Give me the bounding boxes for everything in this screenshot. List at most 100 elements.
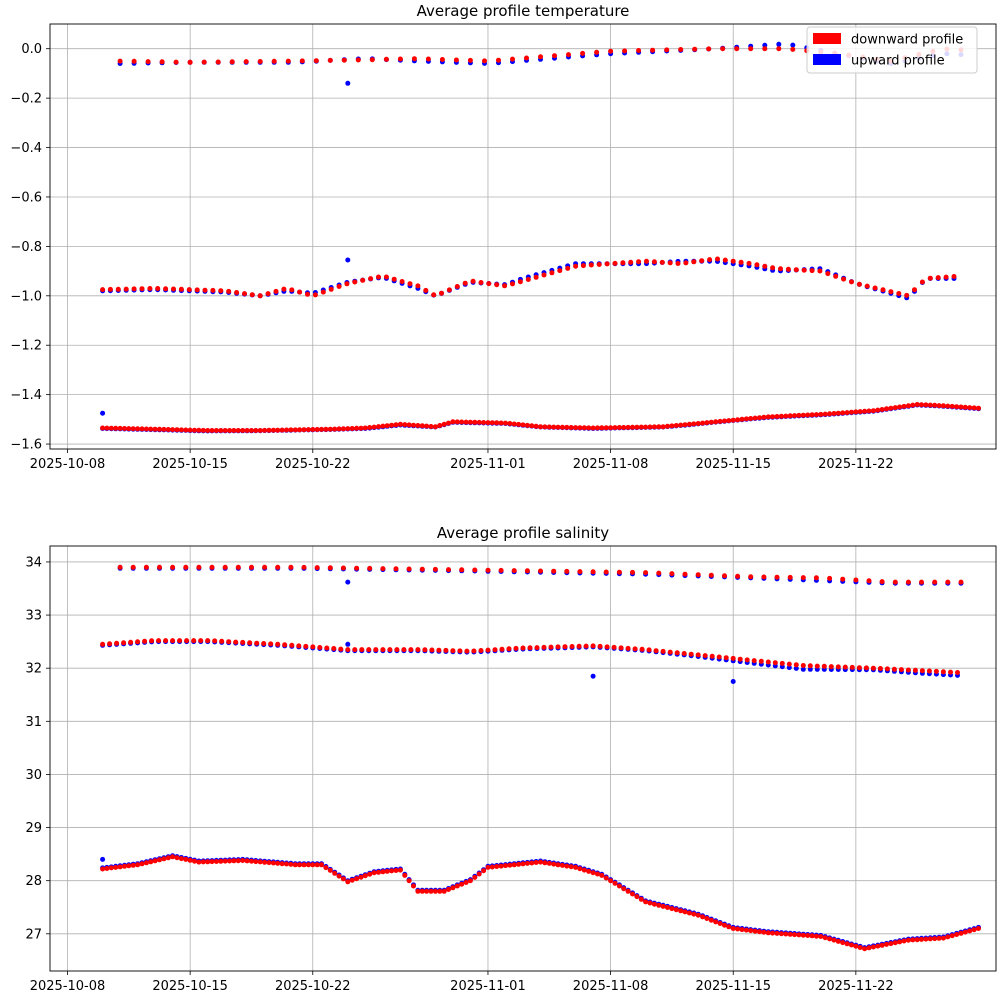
data-point	[354, 876, 360, 882]
data-point	[538, 54, 543, 60]
data-point	[349, 877, 355, 883]
x-tick-label: 2025-10-15	[152, 979, 228, 994]
data-point	[485, 567, 491, 573]
y-tick-label: −0.2	[10, 92, 42, 107]
data-point	[678, 47, 684, 52]
data-point	[499, 646, 505, 652]
y-tick-label: 28	[25, 874, 42, 889]
data-point	[726, 924, 732, 930]
data-point	[299, 58, 305, 64]
data-point	[200, 859, 206, 865]
data-point	[200, 427, 206, 433]
data-point	[752, 415, 758, 421]
data-point	[240, 639, 246, 645]
data-point	[128, 639, 134, 645]
data-point	[262, 859, 268, 865]
data-point	[856, 665, 862, 671]
data-point	[809, 933, 815, 939]
data-point	[932, 402, 938, 408]
data-point	[751, 658, 757, 664]
data-point	[115, 286, 121, 292]
legend: downward profile upward profile	[806, 26, 978, 74]
data-point	[517, 279, 523, 285]
data-point	[317, 645, 323, 650]
data-point	[542, 424, 548, 430]
data-point	[139, 286, 145, 292]
data-point	[470, 278, 476, 284]
data-point	[450, 419, 456, 425]
data-point	[143, 564, 149, 570]
data-point	[951, 274, 957, 279]
data-point	[704, 916, 710, 921]
data-point	[122, 863, 127, 869]
x-tick-label: 2025-10-22	[275, 457, 351, 472]
data-point	[478, 648, 484, 653]
data-point	[616, 883, 622, 889]
data-point	[935, 275, 941, 281]
data-point	[792, 413, 797, 419]
data-point	[231, 428, 237, 433]
data-point	[432, 424, 438, 430]
data-point	[163, 286, 169, 292]
data-point	[436, 647, 442, 653]
data-point	[305, 427, 311, 433]
data-point	[131, 58, 137, 64]
data-point	[590, 673, 596, 679]
legend-label: upward profile	[851, 54, 945, 69]
data-point	[971, 927, 977, 933]
data-point	[213, 428, 219, 433]
data-point	[709, 653, 715, 659]
data-point	[145, 59, 151, 65]
data-point	[362, 425, 368, 431]
data-point	[650, 47, 656, 53]
y-tick-label: 30	[25, 768, 42, 783]
data-point	[618, 645, 624, 651]
data-point	[949, 933, 955, 939]
data-point	[577, 866, 583, 872]
data-point	[552, 53, 557, 59]
data-point	[254, 640, 260, 646]
data-point	[559, 862, 565, 868]
data-point	[817, 268, 823, 274]
data-point	[604, 644, 610, 650]
data-point	[822, 935, 828, 941]
data-point	[533, 423, 539, 429]
data-point	[667, 649, 673, 655]
data-point	[722, 573, 727, 579]
data-point	[805, 412, 811, 418]
data-point	[275, 564, 281, 570]
data-point	[800, 575, 806, 581]
data-point	[800, 412, 806, 418]
data-point	[443, 647, 449, 653]
data-point	[114, 640, 120, 646]
data-point	[415, 283, 421, 289]
data-point	[408, 647, 414, 653]
data-point	[695, 572, 701, 578]
data-point	[665, 905, 670, 910]
data-point	[476, 871, 482, 877]
data-point	[674, 650, 680, 656]
data-point	[828, 664, 834, 670]
data-point	[376, 424, 381, 430]
data-point	[513, 645, 519, 651]
data-point	[932, 579, 938, 585]
data-point	[656, 424, 662, 430]
data-point	[595, 425, 600, 431]
data-point	[630, 424, 635, 430]
data-point	[945, 934, 951, 940]
data-point	[643, 570, 649, 576]
data-point	[644, 258, 649, 264]
data-point	[366, 647, 372, 653]
data-point	[669, 423, 675, 429]
data-point	[538, 859, 543, 865]
data-point	[352, 279, 358, 285]
data-point	[135, 426, 141, 432]
data-point	[586, 425, 592, 431]
data-point	[955, 670, 960, 675]
data-point	[107, 641, 113, 647]
data-point	[406, 878, 412, 884]
data-point	[757, 929, 762, 935]
data-point	[730, 258, 736, 264]
data-point	[638, 424, 644, 430]
data-point	[384, 868, 390, 874]
